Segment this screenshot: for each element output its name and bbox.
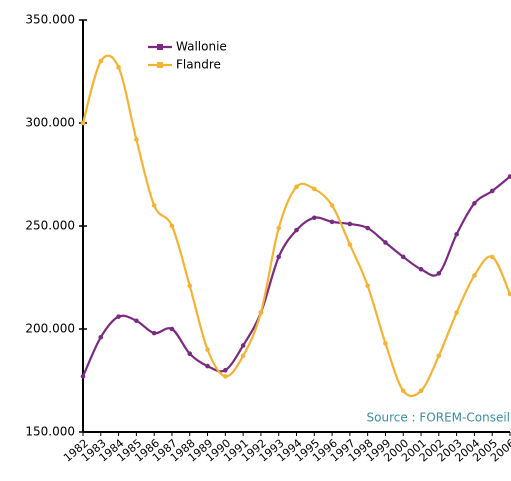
point (223, 367, 228, 373)
point (205, 347, 210, 352)
point (80, 120, 86, 126)
point (472, 201, 477, 206)
point (418, 266, 424, 272)
point (276, 225, 282, 231)
point (116, 65, 121, 70)
point (294, 227, 299, 233)
point (98, 334, 104, 340)
point (276, 254, 282, 260)
point (240, 343, 246, 348)
point (169, 223, 175, 229)
point (116, 314, 121, 319)
point (187, 283, 193, 289)
point (151, 330, 157, 336)
series-line (81, 54, 511, 398)
point (329, 203, 335, 208)
legend-marker (157, 62, 163, 68)
point (400, 388, 406, 394)
point (134, 318, 139, 324)
point (472, 273, 477, 278)
point (240, 353, 246, 359)
y-tick-label: 350.000 (25, 13, 75, 27)
point (311, 215, 317, 221)
point (329, 219, 335, 225)
y-tick-label: 200.000 (25, 322, 75, 336)
point (223, 374, 228, 379)
point (205, 363, 210, 369)
point (187, 351, 193, 357)
point (169, 326, 175, 332)
point (151, 203, 157, 208)
point (383, 240, 388, 245)
point (365, 283, 370, 289)
point (454, 231, 459, 237)
legend-label: Flandre (176, 58, 221, 72)
point (347, 242, 353, 247)
legend-marker (157, 44, 163, 50)
point (507, 174, 511, 179)
y-tick-label: 300.000 (25, 116, 75, 130)
point (507, 291, 511, 297)
legend-label: Wallonie (176, 40, 227, 54)
point (436, 353, 442, 359)
point (418, 388, 424, 394)
point (311, 186, 317, 192)
y-tick-label: 150.000 (25, 425, 75, 439)
point (454, 310, 459, 315)
series-line (81, 175, 511, 377)
point (98, 58, 104, 64)
point (294, 184, 299, 190)
point (400, 254, 406, 260)
point (134, 137, 139, 142)
y-tick-label: 250.000 (25, 219, 75, 233)
point (258, 310, 264, 315)
point (347, 221, 353, 227)
point (489, 254, 495, 260)
source-note: Source : FOREM-Conseil (367, 411, 510, 425)
point (436, 271, 442, 276)
point (489, 188, 495, 194)
point (383, 341, 388, 346)
point (80, 374, 86, 379)
point (365, 225, 370, 231)
